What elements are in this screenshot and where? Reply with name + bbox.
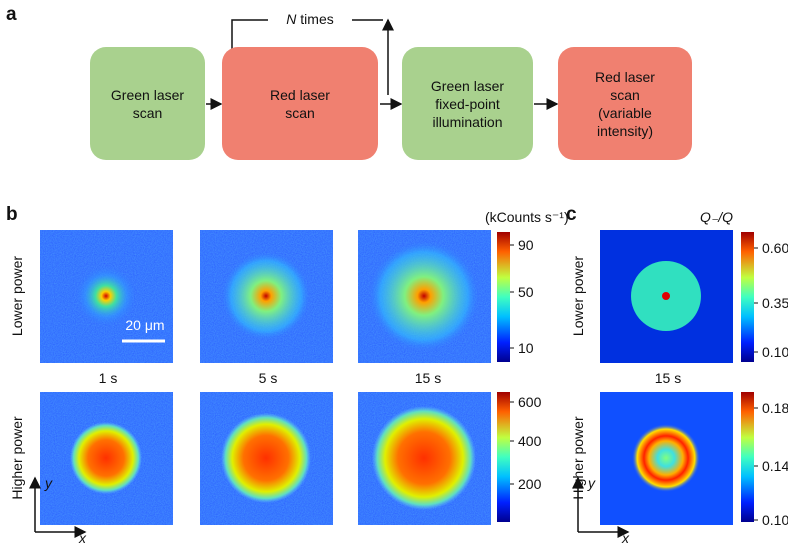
time-label: 15 s	[655, 370, 681, 386]
loop-variable: N	[286, 11, 297, 27]
loop-text: times	[300, 11, 333, 27]
colorbar-label: 0.10	[762, 344, 788, 360]
box-line: Green laser	[431, 78, 504, 94]
heatmap-spot	[221, 413, 311, 503]
heatmap-spot	[76, 266, 136, 326]
colorbar	[741, 392, 754, 522]
colorbar-label: 0.10	[762, 512, 788, 528]
colorbar-label: 200	[518, 476, 542, 492]
axis-label: x	[78, 530, 87, 545]
process-box	[222, 47, 378, 160]
panel-label: a	[6, 4, 17, 25]
colorbar-label: 0.35	[762, 295, 788, 311]
colorbar-label: 0.60	[762, 240, 788, 256]
scale-label: 20 μm	[125, 317, 164, 333]
colorbar-label: 600	[518, 394, 542, 410]
colorbar-label: 90	[518, 237, 534, 253]
row-label: Lower power	[9, 256, 25, 336]
box-text: Red laser scan	[270, 87, 330, 121]
panel-label: c	[566, 204, 577, 225]
time-label: 15 s	[415, 370, 441, 386]
box-text: Green laser scan	[111, 87, 184, 121]
colorbar-label: 50	[518, 284, 534, 300]
axis-label: y	[44, 475, 53, 491]
colorbar	[741, 232, 754, 362]
box-line: intensity)	[597, 123, 653, 139]
colorbar-label: 0.18	[762, 400, 788, 416]
heatmap-spot	[70, 422, 142, 494]
row-label: Higher power	[9, 416, 25, 500]
colorbar-label: 10	[518, 340, 534, 356]
box-line: Green laser	[111, 87, 184, 103]
time-label: 1 s	[99, 370, 118, 386]
colorbar	[497, 392, 510, 522]
heatmap-spot	[369, 241, 479, 351]
box-line: scan	[610, 87, 640, 103]
colorbar	[497, 232, 510, 362]
colorbar-label: 0.14	[762, 458, 788, 474]
sim-donut	[632, 424, 700, 492]
box-line: (variable	[598, 105, 652, 121]
colorbar-label: 400	[518, 433, 542, 449]
box-line: scan	[133, 105, 163, 121]
axis-label: y	[587, 475, 596, 491]
panel-label: b	[6, 204, 18, 225]
box-line: fixed-point	[435, 96, 500, 112]
box-text: Red laser scan (variable intensity)	[595, 69, 655, 139]
box-line: illumination	[432, 114, 502, 130]
time-label: 5 s	[259, 370, 278, 386]
axis-label: x	[621, 530, 630, 545]
sim-center	[662, 292, 670, 300]
process-box	[90, 47, 205, 160]
box-line: scan	[285, 105, 315, 121]
heatmap-spot	[222, 252, 310, 340]
row-label: Lower power	[570, 256, 586, 336]
unit: Q₋/Q	[700, 209, 733, 225]
box-line: Red laser	[595, 69, 655, 85]
process-box	[558, 47, 692, 160]
unit: (kCounts s⁻¹)	[485, 209, 569, 225]
loop-label: N times	[286, 11, 333, 27]
box-line: Red laser	[270, 87, 330, 103]
process-box	[402, 47, 533, 160]
box-text: Green laser fixed-point illumination	[431, 78, 504, 130]
heatmap-spot	[372, 406, 476, 510]
